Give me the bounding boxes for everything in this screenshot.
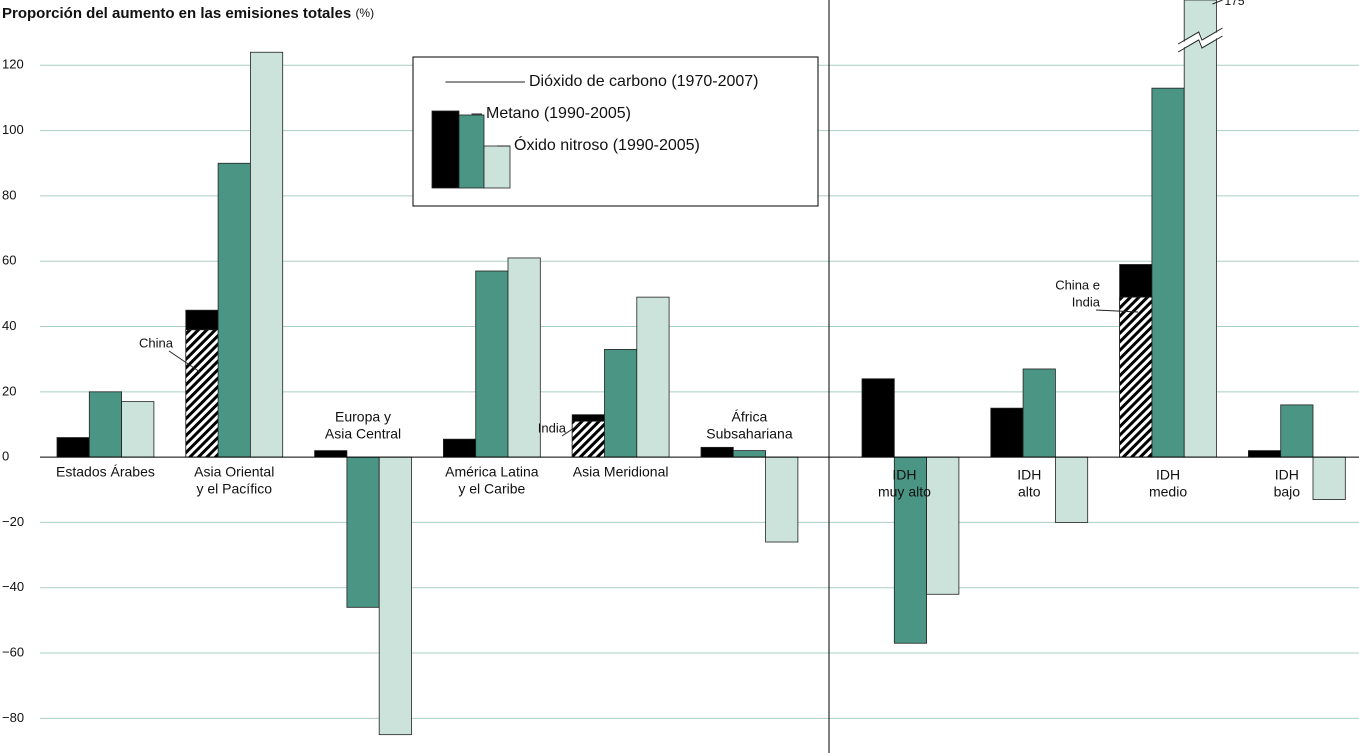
bar: [604, 348, 638, 458]
legend-swatch: [483, 145, 511, 189]
y-tick-label: 80: [2, 187, 16, 202]
x-tick-label: IDH: [1017, 467, 1041, 483]
y-tick-label: 40: [2, 318, 16, 333]
bar: [475, 270, 509, 458]
x-tick-label: alto: [1018, 484, 1041, 500]
bar: [88, 391, 123, 458]
y-tick-label: −80: [2, 710, 24, 725]
bar: [990, 407, 1024, 458]
x-tick-label: Asia Oriental: [194, 464, 274, 480]
y-tick-label: −20: [2, 514, 24, 529]
x-tick-label: bajo: [1274, 484, 1301, 500]
bar: [217, 162, 251, 458]
annotation-leader: [1095, 309, 1139, 313]
title-unit: (%): [355, 6, 374, 20]
annotation: India: [538, 420, 567, 435]
x-tick-label: y el Caribe: [458, 481, 525, 497]
break-mark: [1176, 29, 1224, 51]
title-text: Proporción del aumento en las emisiones …: [2, 5, 351, 22]
bar: [507, 257, 541, 458]
bar: [314, 450, 348, 458]
y-tick-label: 60: [2, 253, 16, 268]
bar: [926, 456, 960, 595]
x-tick-label: IDH: [892, 467, 916, 483]
y-tick-label: 20: [2, 383, 16, 398]
x-tick-label: Asia Central: [325, 426, 401, 442]
legend-swatch: [458, 114, 485, 189]
x-tick-label: y el Pacífico: [197, 481, 273, 497]
value-label: 175: [1225, 0, 1245, 8]
legend-label: Óxido nitroso (1990-2005): [514, 135, 700, 154]
bar: [121, 401, 155, 458]
y-tick-label: 100: [2, 122, 24, 137]
x-tick-label: América Latina: [445, 464, 539, 480]
hatched-bar: [185, 329, 219, 458]
annotation: India: [1072, 294, 1101, 309]
y-tick-label: 120: [2, 57, 24, 72]
bar: [378, 456, 412, 736]
bar: [636, 296, 670, 458]
bar: [765, 456, 799, 543]
x-tick-label: Estados Árabes: [56, 464, 155, 480]
x-tick-label: Asia Meridional: [573, 464, 669, 480]
annotation: China: [139, 335, 174, 350]
bar: [249, 51, 284, 458]
chart-title: Proporción del aumento en las emisiones …: [2, 5, 374, 22]
annotation-leader: [561, 423, 581, 437]
bar: [56, 437, 90, 458]
bar: [1151, 87, 1185, 458]
x-tick-label: África: [732, 409, 768, 425]
annotation-leader: [168, 350, 201, 373]
y-tick-label: 0: [2, 449, 9, 464]
hatched-bar: [571, 420, 605, 458]
bar: [1022, 368, 1056, 458]
bar: [1312, 456, 1346, 500]
x-tick-label: IDH: [1156, 467, 1180, 483]
legend-swatch: [431, 110, 460, 189]
legend-label: Metano (1990-2005): [486, 105, 631, 122]
bar: [893, 456, 927, 644]
bar: [732, 450, 766, 458]
annotation: China e: [1055, 277, 1100, 292]
x-tick-label: Europa y: [335, 409, 391, 425]
bar: [1248, 450, 1282, 458]
bar: [346, 456, 380, 608]
break-edge: [1177, 27, 1223, 53]
y-tick-label: −40: [2, 579, 24, 594]
bar: [442, 438, 477, 458]
label-leader: [1212, 0, 1223, 5]
x-tick-label: medio: [1149, 484, 1187, 500]
x-tick-label: Subsahariana: [706, 426, 793, 442]
hatched-bar: [1119, 296, 1153, 458]
legend-label: Dióxido de carbono (1970-2007): [529, 73, 758, 90]
x-tick-label: muy alto: [878, 484, 931, 500]
bar: [700, 446, 734, 458]
bar: [1055, 456, 1089, 523]
bar: [1183, 0, 1217, 458]
bar: [1280, 404, 1314, 458]
bar: [861, 378, 895, 458]
y-tick-label: −60: [2, 644, 24, 659]
x-tick-label: IDH: [1275, 467, 1299, 483]
